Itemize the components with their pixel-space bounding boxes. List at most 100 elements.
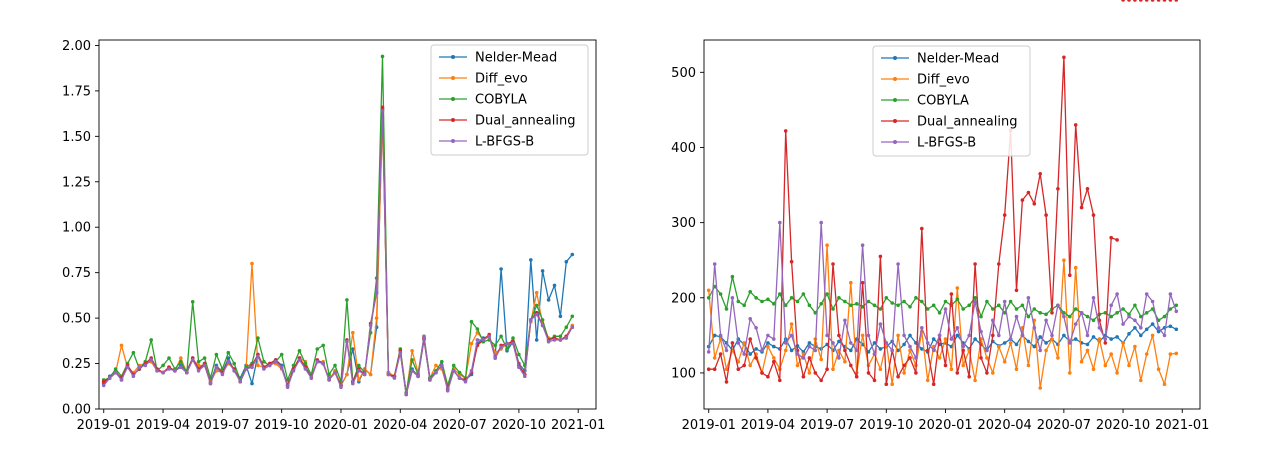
- data-point: [262, 360, 266, 364]
- data-point: [967, 304, 971, 308]
- data-point: [754, 347, 758, 351]
- data-point: [114, 371, 118, 375]
- data-point: [808, 356, 812, 360]
- data-point: [559, 315, 563, 319]
- data-point: [849, 281, 853, 285]
- data-point: [1044, 319, 1048, 323]
- data-point: [926, 349, 930, 353]
- y-tick-label: 400: [671, 141, 696, 156]
- data-point: [381, 55, 385, 59]
- data-point: [1015, 315, 1019, 319]
- data-point: [1074, 266, 1078, 270]
- data-point: [387, 373, 391, 377]
- data-point: [944, 300, 948, 304]
- data-point: [1074, 307, 1078, 311]
- data-point: [1056, 187, 1060, 191]
- data-point: [571, 253, 575, 257]
- data-point: [399, 351, 403, 355]
- data-point: [748, 337, 752, 341]
- data-point: [885, 296, 889, 300]
- data-point: [991, 319, 995, 323]
- data-point: [256, 364, 260, 368]
- data-point: [843, 360, 847, 364]
- x-tick-label: 2019-01: [682, 418, 736, 433]
- x-tick-label: 2021-01: [1155, 418, 1209, 433]
- data-point: [748, 364, 752, 368]
- data-point: [867, 334, 871, 338]
- data-point: [760, 349, 764, 353]
- data-point: [867, 300, 871, 304]
- data-point: [310, 376, 314, 380]
- data-point: [1139, 334, 1143, 338]
- data-point: [1115, 311, 1119, 315]
- x-tick-label: 2020-07: [432, 418, 486, 433]
- data-point: [1145, 352, 1149, 356]
- legend-label: Dual_annealing: [917, 115, 1017, 130]
- data-point: [944, 337, 948, 341]
- data-point: [1068, 371, 1072, 375]
- x-tick-label: 2019-04: [741, 418, 795, 433]
- data-point: [1092, 319, 1096, 323]
- x-tick-label: 2020-04: [978, 418, 1032, 433]
- data-point: [973, 262, 977, 266]
- data-point: [985, 300, 989, 304]
- data-point: [185, 371, 189, 375]
- legend-label: Nelder-Mead: [917, 52, 999, 67]
- data-point: [1121, 0, 1125, 2]
- data-point: [1068, 315, 1072, 319]
- legend-swatch-marker: [451, 118, 455, 122]
- data-point: [1056, 356, 1060, 360]
- data-point: [333, 371, 337, 375]
- data-point: [1033, 202, 1037, 206]
- data-point: [470, 342, 474, 346]
- data-point: [280, 365, 284, 369]
- data-point: [149, 358, 153, 362]
- x-tick-label: 2020-01: [314, 418, 368, 433]
- data-point: [873, 352, 877, 356]
- data-point: [766, 341, 770, 345]
- data-point: [1092, 296, 1096, 300]
- data-point: [1145, 311, 1149, 315]
- y-tick-label: 0.50: [62, 312, 91, 327]
- data-point: [1062, 56, 1066, 60]
- data-point: [535, 313, 539, 317]
- data-point: [819, 379, 823, 383]
- data-point: [499, 267, 503, 271]
- data-point: [541, 269, 545, 273]
- data-point: [333, 364, 337, 368]
- data-point: [908, 305, 912, 309]
- data-point: [1127, 315, 1131, 319]
- legend-label: Nelder-Mead: [475, 51, 557, 66]
- data-point: [126, 365, 130, 369]
- data-point: [535, 291, 539, 295]
- data-point: [535, 304, 539, 308]
- data-point: [784, 349, 788, 353]
- data-point: [1033, 326, 1037, 330]
- data-point: [250, 262, 254, 266]
- data-point: [144, 364, 148, 368]
- data-point: [345, 373, 349, 377]
- y-tick-label: 1.25: [62, 175, 91, 190]
- data-point: [114, 367, 118, 371]
- data-point: [802, 356, 806, 360]
- data-point: [1003, 360, 1007, 364]
- data-point: [814, 371, 818, 375]
- data-point: [304, 367, 308, 371]
- data-point: [837, 356, 841, 360]
- data-point: [1104, 341, 1108, 345]
- data-point: [1098, 337, 1102, 341]
- data-point: [493, 344, 497, 348]
- data-point: [470, 320, 474, 324]
- data-point: [464, 380, 468, 384]
- data-point: [155, 369, 159, 373]
- data-point: [707, 296, 711, 300]
- data-point: [1109, 236, 1113, 240]
- data-point: [298, 349, 302, 353]
- data-point: [991, 371, 995, 375]
- data-point: [1056, 304, 1060, 308]
- data-point: [1086, 343, 1090, 347]
- data-point: [778, 379, 782, 383]
- data-point: [760, 371, 764, 375]
- data-point: [879, 367, 883, 371]
- data-point: [1127, 0, 1131, 2]
